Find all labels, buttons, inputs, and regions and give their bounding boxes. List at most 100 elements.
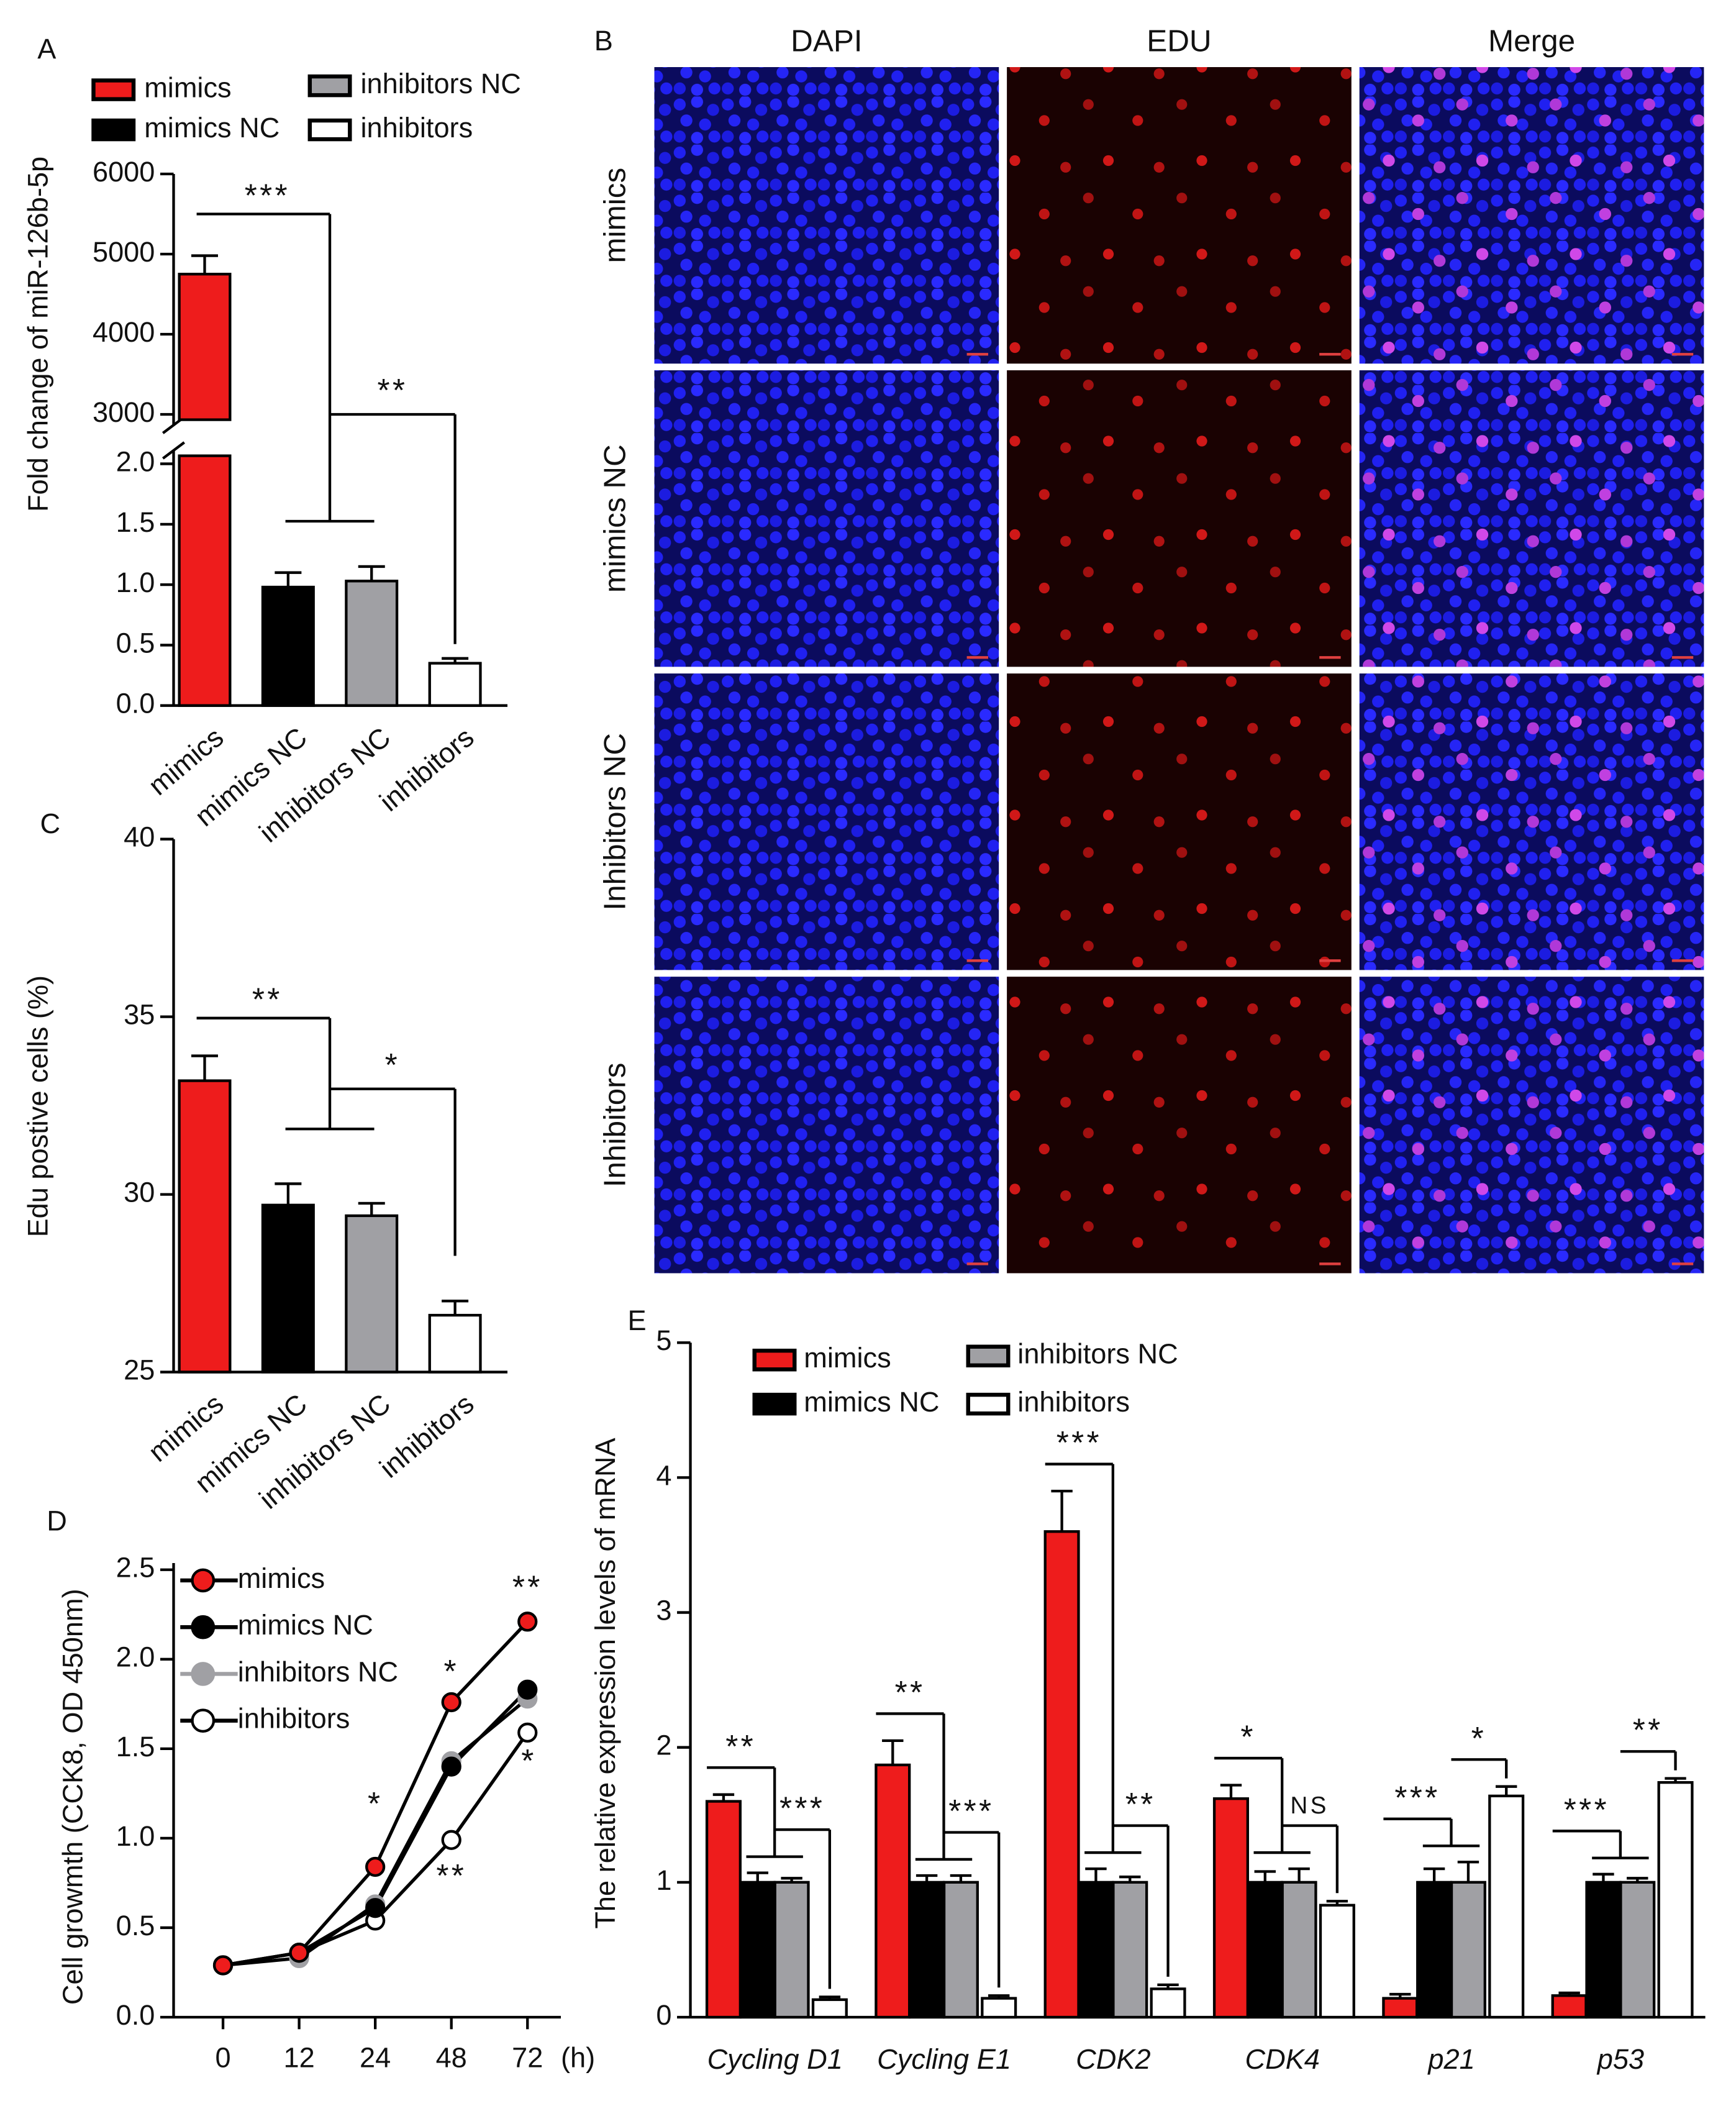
legend-label: mimics [804, 1342, 891, 1374]
bar [178, 454, 232, 707]
legend-swatch [966, 1392, 1011, 1416]
bar [1247, 1881, 1283, 2019]
micrograph [1007, 673, 1352, 970]
scale-bar [966, 959, 988, 962]
row-label: Inhibitors [598, 1062, 632, 1187]
bar [1585, 1881, 1622, 2019]
y-axis-label: Fold change of miR-126b-5p [22, 157, 53, 512]
bar [1657, 1781, 1694, 2019]
significance: ** [436, 1858, 466, 1894]
x-tick-label: Cycling D1 [707, 2043, 843, 2075]
significance: ** [725, 1728, 756, 1764]
bar [428, 1313, 482, 1374]
significance: *** [779, 1790, 825, 1826]
legend-swatch [966, 1344, 1011, 1368]
scale-bar [1319, 353, 1341, 356]
bar [428, 662, 482, 707]
legend-label: inhibitors NC [1017, 1338, 1178, 1370]
y-tick-label: 30 [124, 1177, 155, 1208]
x-tick-label: CDK4 [1245, 2043, 1320, 2075]
x-tick-label: 0 [215, 2042, 230, 2074]
marker [212, 1955, 234, 1976]
legend-swatch [91, 118, 136, 142]
row-label: Inhibitors NC [598, 733, 632, 911]
y-tick-label: 6000 [93, 156, 155, 188]
legend-marker [191, 1615, 216, 1639]
row-label: mimics NC [598, 444, 632, 593]
legend-label: inhibitors [238, 1703, 350, 1735]
significance: * [368, 1785, 383, 1821]
micrograph [1007, 67, 1352, 364]
scale-bar [1671, 959, 1694, 962]
significance: *** [1394, 1779, 1440, 1815]
significance: ** [512, 1569, 543, 1605]
legend-marker [191, 1662, 216, 1686]
bar [981, 1997, 1017, 2019]
significance: ** [1633, 1712, 1663, 1748]
micrograph [1007, 977, 1352, 1274]
y-tick-label: 4 [656, 1459, 671, 1491]
y-axis-label: Edu postive cells (%) [22, 975, 53, 1237]
y-tick-label: 35 [124, 999, 155, 1031]
marker [365, 1898, 386, 1918]
column-label: DAPI [791, 24, 862, 58]
y-tick-label: 25 [124, 1354, 155, 1385]
column-label: EDU [1147, 24, 1211, 58]
x-tick-label: 24 [360, 2042, 391, 2074]
significance: * [521, 1743, 536, 1779]
scale-bar [966, 353, 988, 356]
bar [875, 1763, 911, 2019]
micrograph-overlay [1359, 370, 1704, 667]
scale-bar [1671, 1262, 1694, 1265]
panel-label: D [47, 1505, 67, 1536]
marker [441, 1830, 461, 1850]
x-tick-label: inhibitors [373, 721, 479, 818]
y-tick-label: 1.0 [116, 567, 155, 598]
bar [178, 1079, 232, 1374]
y-tick-label: 3 [656, 1594, 671, 1626]
marker [441, 1692, 461, 1713]
y-tick-label: 0.0 [116, 1999, 155, 2031]
scale-bar [966, 1262, 988, 1265]
legend-swatch [307, 74, 352, 98]
legend-label: mimics NC [804, 1386, 939, 1418]
significance: *** [948, 1793, 994, 1829]
x-tick-label: p21 [1427, 2043, 1475, 2075]
x-tick-label: 48 [436, 2042, 467, 2074]
legend-swatch [307, 118, 352, 142]
bar [705, 1800, 742, 2019]
bar [1281, 1881, 1317, 2019]
significance: ** [377, 372, 407, 408]
x-tick-label: Cycling E1 [877, 2043, 1011, 2075]
bar [1319, 1904, 1355, 2019]
scale-bar [1319, 959, 1341, 962]
y-tick-label: 2.0 [116, 445, 155, 477]
y-tick-label: 2 [656, 1730, 671, 1761]
panel-label: C [40, 808, 60, 839]
legend-label: mimics NC [238, 1609, 373, 1641]
bar [1450, 1881, 1486, 2019]
x-tick-label: p53 [1596, 2043, 1644, 2075]
x-tick-label: inhibitors [373, 1388, 479, 1484]
legend-label: mimics [144, 71, 231, 103]
significance: ** [252, 982, 283, 1018]
significance: ** [1125, 1786, 1156, 1822]
y-tick-label: 0.0 [116, 688, 155, 719]
legend-label: inhibitors NC [238, 1656, 398, 1687]
legend-swatch [752, 1348, 797, 1372]
micrograph [654, 673, 999, 970]
bar [1212, 1797, 1249, 2019]
legend-label: inhibitors [1017, 1386, 1130, 1418]
bar [178, 273, 232, 421]
x-tick-label: CDK2 [1076, 2043, 1150, 2075]
y-tick-label: 3000 [93, 396, 155, 428]
y-tick-label: 2.0 [116, 1641, 155, 1673]
micrograph-overlay [1359, 673, 1704, 970]
bar [1112, 1881, 1148, 2019]
panel-label: A [37, 33, 57, 65]
micrograph-overlay [1359, 67, 1704, 364]
bar [1078, 1881, 1114, 2019]
y-tick-label: 4000 [93, 316, 155, 348]
